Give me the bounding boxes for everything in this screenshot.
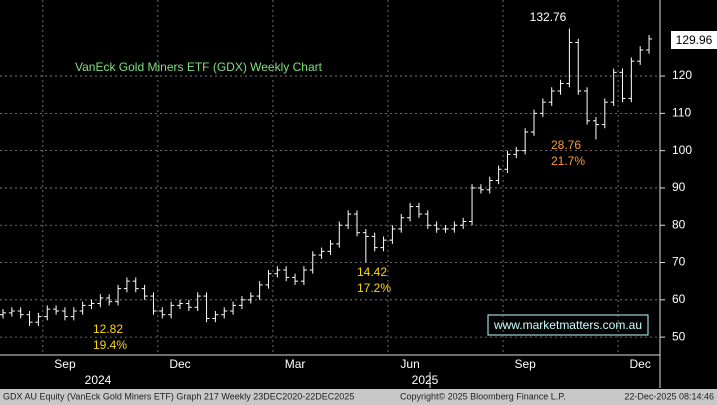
y-tick-label: 80 bbox=[672, 217, 686, 231]
year-label: 2025 bbox=[412, 373, 439, 387]
footer-left: GDX AU Equity (VanEck Gold Miners ETF) G… bbox=[3, 391, 354, 401]
annotation: 14.42 bbox=[357, 265, 387, 279]
y-tick-label: 100 bbox=[672, 143, 692, 157]
year-label: 2024 bbox=[85, 373, 112, 387]
footer-right: 22-Dec-2025 08:14:46 bbox=[624, 391, 714, 401]
footer-center: Copyright© 2025 Bloomberg Finance L.P. bbox=[400, 391, 566, 401]
watermark-box bbox=[487, 314, 649, 336]
y-tick-label: 120 bbox=[672, 68, 692, 82]
high-label: 132.76 bbox=[530, 10, 567, 24]
last-price-label: 129.96 bbox=[676, 33, 713, 47]
watermark: www.marketmatters.com.au bbox=[493, 318, 642, 332]
y-tick-label: 60 bbox=[672, 292, 686, 306]
x-tick-label: Mar bbox=[285, 357, 306, 371]
last-price-box bbox=[671, 31, 717, 49]
x-tick-label: Dec bbox=[169, 357, 190, 371]
y-tick-label: 90 bbox=[672, 180, 686, 194]
x-tick-label: Sep bbox=[514, 357, 536, 371]
annotation: 19.4% bbox=[93, 338, 127, 352]
y-tick-label: 70 bbox=[672, 255, 686, 269]
x-tick-label: Sep bbox=[54, 357, 76, 371]
footer-bar bbox=[0, 389, 717, 405]
annotation: 17.2% bbox=[357, 281, 391, 295]
y-tick-label: 110 bbox=[672, 106, 691, 120]
annotation: 28.76 bbox=[551, 138, 581, 152]
chart-title: VanEck Gold Miners ETF (GDX) Weekly Char… bbox=[75, 60, 323, 74]
y-tick-label: 50 bbox=[672, 329, 686, 343]
x-tick-label: Jun bbox=[400, 357, 419, 371]
x-tick-label: Dec bbox=[630, 357, 651, 371]
annotation: 12.82 bbox=[93, 322, 123, 336]
annotation: 21.7% bbox=[551, 154, 585, 168]
